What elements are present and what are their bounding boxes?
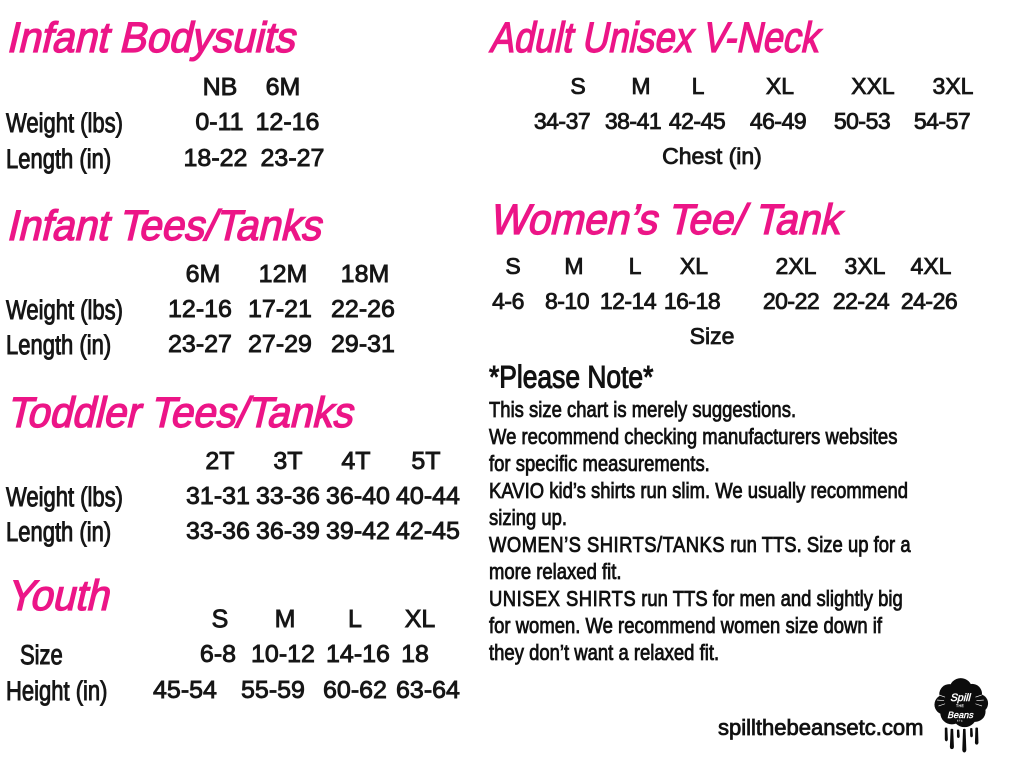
svg-text:Beans: Beans: [947, 710, 974, 720]
svg-text:Spill: Spill: [950, 692, 972, 704]
svg-text:THE: THE: [956, 704, 964, 708]
